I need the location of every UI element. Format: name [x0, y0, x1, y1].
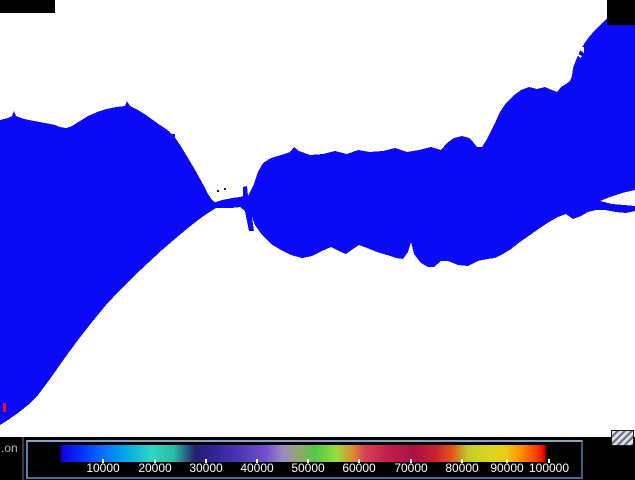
colorbar-tick-label: 10000	[86, 461, 120, 475]
colorbar-tick-mark	[154, 459, 156, 463]
colorbar-tick-mark	[307, 459, 309, 463]
legend-panel: .on 10000 20000 30000 40000 50000 60000 70000 8…	[0, 437, 635, 480]
colorbar-tick-label: 30000	[189, 461, 223, 475]
islet	[224, 188, 226, 190]
colorbar-tick-mark	[548, 459, 550, 463]
colorbar-tick-label: 60000	[342, 461, 376, 475]
colorbar-tick-mark	[256, 459, 258, 463]
colorbar-ticks: 10000 20000 30000 40000 50000 60000 70000 80000…	[32, 442, 577, 477]
colorbar-tick-label: 100000	[528, 461, 570, 475]
colorbar-tick-label: 40000	[240, 461, 274, 475]
legend-divider	[22, 437, 24, 480]
colorbar-tick-label: 70000	[394, 461, 428, 475]
colorbar-tick-label: 90000	[490, 461, 524, 475]
colorbar-tick-mark	[506, 459, 508, 463]
colorbar-widget[interactable]: 10000 20000 30000 40000 50000 60000 70000 80000…	[26, 440, 583, 479]
colorbar-tick-mark	[102, 459, 104, 463]
colorbar-tick-mark	[205, 459, 207, 463]
islet	[217, 190, 219, 192]
water-region-west[interactable]	[0, 101, 244, 425]
colorbar-tick-mark	[410, 459, 412, 463]
window-fragment-top-right	[607, 0, 635, 25]
red-marker	[3, 403, 6, 412]
resize-grip-icon[interactable]	[611, 430, 634, 446]
coast-notch	[575, 47, 584, 58]
colorbar-tick-label: 50000	[291, 461, 325, 475]
colorbar-tick-label: 80000	[445, 461, 479, 475]
window-fragment-top-left	[0, 0, 55, 13]
water-region-east[interactable]	[213, 0, 635, 267]
colorbar-gradient[interactable]	[32, 445, 577, 462]
colorbar-tick-mark	[358, 459, 360, 463]
legend-truncated-label: .on	[1, 441, 18, 455]
colorbar-tick-mark	[461, 459, 463, 463]
islet	[172, 134, 175, 137]
colorbar-tick-label: 20000	[138, 461, 172, 475]
map-canvas[interactable]	[0, 0, 635, 437]
